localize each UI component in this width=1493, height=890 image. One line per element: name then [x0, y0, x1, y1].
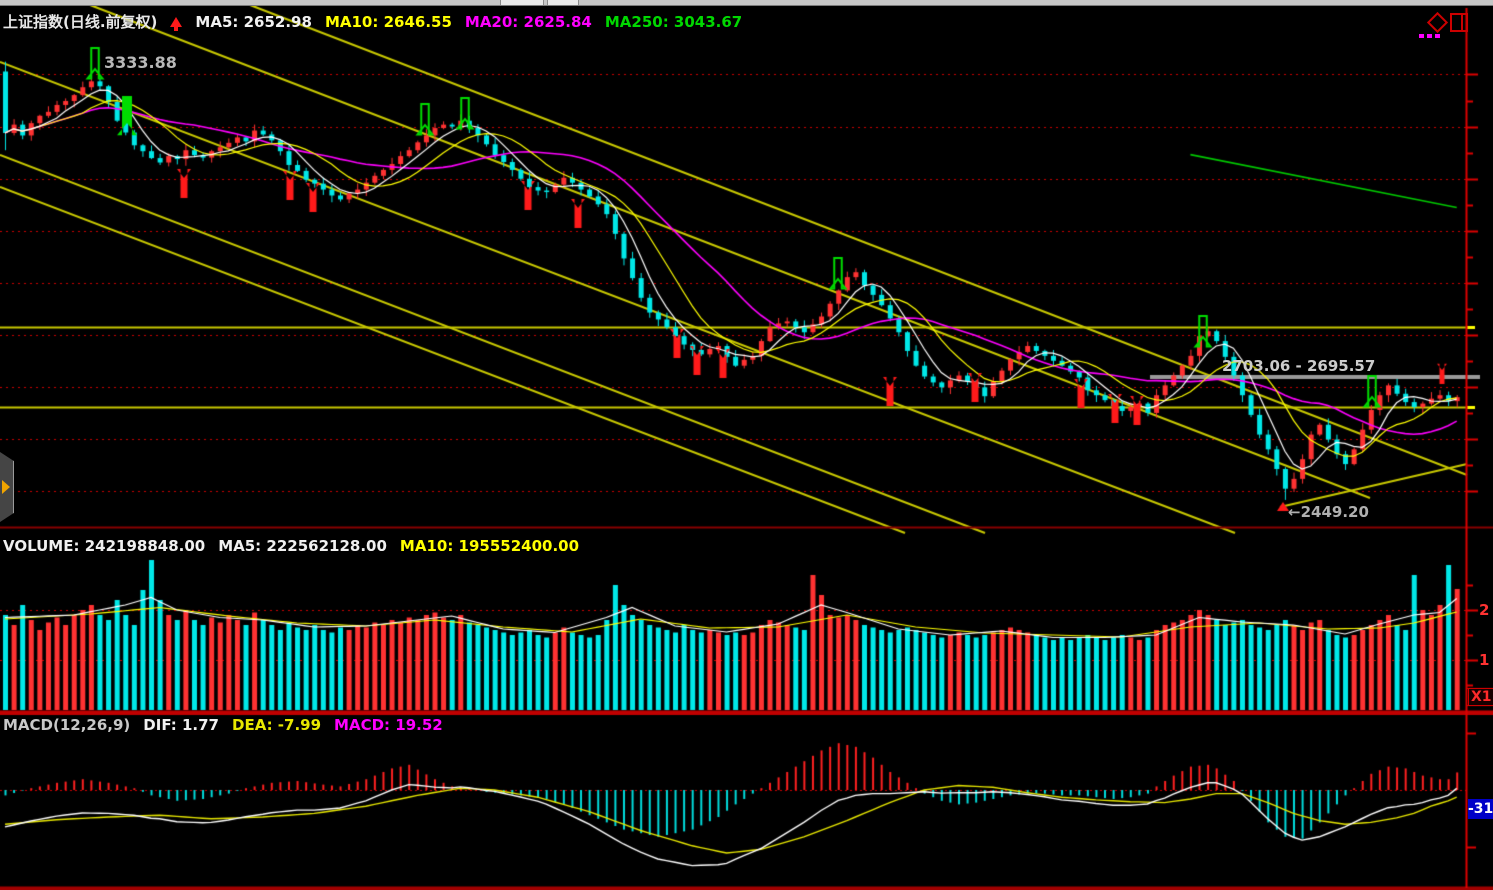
dea-value: DEA: -7.99: [232, 716, 322, 734]
volume-axis-label-2: 2: [1479, 601, 1490, 619]
panel-expand-tab[interactable]: [0, 452, 14, 522]
instrument-title[interactable]: 上证指数(日线.前复权): [3, 13, 158, 31]
window-panes-icon[interactable]: [1450, 13, 1468, 32]
gap-range-label: 2703.06 - 2695.57: [1222, 357, 1376, 375]
low-price-label: ←2449.20: [1288, 503, 1369, 521]
ma10-value: MA10: 2646.55: [324, 12, 452, 31]
splitter-grip[interactable]: [500, 0, 544, 5]
macd-axis-badge: -31: [1468, 799, 1493, 819]
volume-ma10-value: MA10: 195552400.00: [399, 537, 580, 555]
right-arrow-icon: [2, 480, 10, 494]
volume-ma5-value: MA5: 222562128.00: [218, 537, 387, 555]
ma250-value: MA250: 3043.67: [604, 12, 743, 31]
volume-axis-label-1: 1: [1479, 651, 1490, 669]
more-options-icon[interactable]: [1419, 34, 1445, 39]
dif-value: DIF: 1.77: [143, 716, 219, 734]
ma5-value: MA5: 2652.98: [195, 12, 312, 31]
window-top-border: [0, 0, 1493, 6]
ma20-value: MA20: 2625.84: [464, 12, 592, 31]
high-price-label: 3333.88: [104, 53, 177, 72]
splitter-grip[interactable]: [547, 0, 579, 5]
volume-value: VOLUME: 242198848.00: [3, 537, 206, 555]
macd-value: MACD: 19.52: [334, 716, 443, 734]
up-arrow-icon: [170, 16, 183, 31]
volume-scale-badge: X1: [1468, 688, 1493, 706]
macd-params: MACD(12,26,9): [3, 716, 131, 734]
